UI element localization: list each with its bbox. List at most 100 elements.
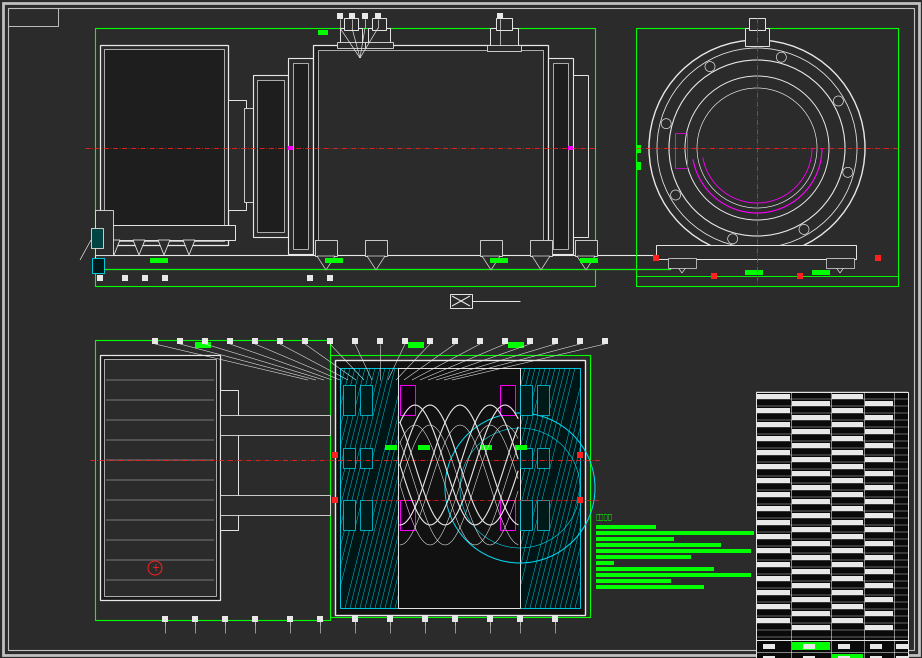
Bar [711,273,717,279]
Bar [508,342,524,348]
Bar [377,338,383,344]
Bar [596,585,704,589]
Bar [327,275,333,281]
Polygon shape [108,240,120,255]
Bar [865,499,893,504]
Bar [832,436,863,441]
Bar [792,443,830,448]
Bar [756,640,908,658]
Bar [636,28,898,286]
Text: 技术要求: 技术要求 [596,513,613,520]
Bar [865,415,893,420]
Bar [365,42,393,48]
Bar [792,625,830,630]
Bar [95,210,113,255]
Bar [636,145,641,153]
Bar [792,597,830,602]
Bar [865,513,893,518]
Bar [450,294,472,308]
Bar [195,342,211,348]
Bar [636,162,641,170]
Bar [865,555,893,560]
Bar [220,390,238,530]
Bar [757,618,790,623]
Bar [520,368,580,608]
Bar [537,448,549,468]
Bar [865,583,893,588]
Bar [408,342,424,348]
Bar [838,656,850,658]
Bar [826,258,854,268]
Text: +: + [151,563,159,573]
Bar [332,452,338,458]
Bar [177,338,183,344]
Bar [515,445,527,450]
Bar [832,408,863,413]
Bar [162,275,168,281]
Bar [517,616,523,622]
Bar [315,240,337,256]
Bar [757,408,790,413]
Polygon shape [317,256,335,270]
Bar [91,228,103,248]
Bar [553,63,568,249]
Bar [402,338,408,344]
Bar [668,258,696,268]
Bar [757,478,790,483]
Bar [757,548,790,553]
Bar [575,240,597,256]
Bar [252,616,258,622]
Polygon shape [532,256,550,270]
Bar [596,537,674,541]
Bar [792,457,830,462]
Bar [362,13,368,19]
Bar [596,555,691,559]
Bar [490,28,518,50]
Bar [792,429,830,434]
Polygon shape [183,240,195,255]
Bar [8,8,58,26]
Bar [757,562,790,567]
Bar [327,338,333,344]
Bar [792,499,830,504]
Bar [95,340,330,620]
Bar [757,394,790,399]
Bar [162,616,168,622]
Bar [832,576,863,581]
Bar [418,445,430,450]
Bar [865,401,893,406]
Bar [257,80,284,232]
Bar [792,401,830,406]
Bar [496,18,512,30]
Bar [497,13,503,19]
Bar [360,385,372,415]
Bar [318,50,543,260]
Bar [745,270,763,275]
Bar [352,338,358,344]
Bar [502,338,508,344]
Bar [340,28,362,46]
Bar [422,616,428,622]
Bar [360,448,372,468]
Bar [832,492,863,497]
Bar [838,644,850,649]
Bar [537,385,549,415]
Bar [152,338,158,344]
Bar [372,18,386,30]
Bar [865,527,893,532]
Bar [832,394,863,399]
Bar [220,495,330,515]
Bar [792,555,830,560]
Bar [832,464,863,469]
Bar [832,548,863,553]
Bar [803,656,815,658]
Bar [400,500,415,530]
Bar [220,415,330,435]
Bar [530,240,552,256]
Bar [763,656,775,658]
Bar [385,445,397,450]
Bar [100,45,228,245]
Bar [335,360,585,615]
Bar [656,245,856,259]
Bar [343,500,355,530]
